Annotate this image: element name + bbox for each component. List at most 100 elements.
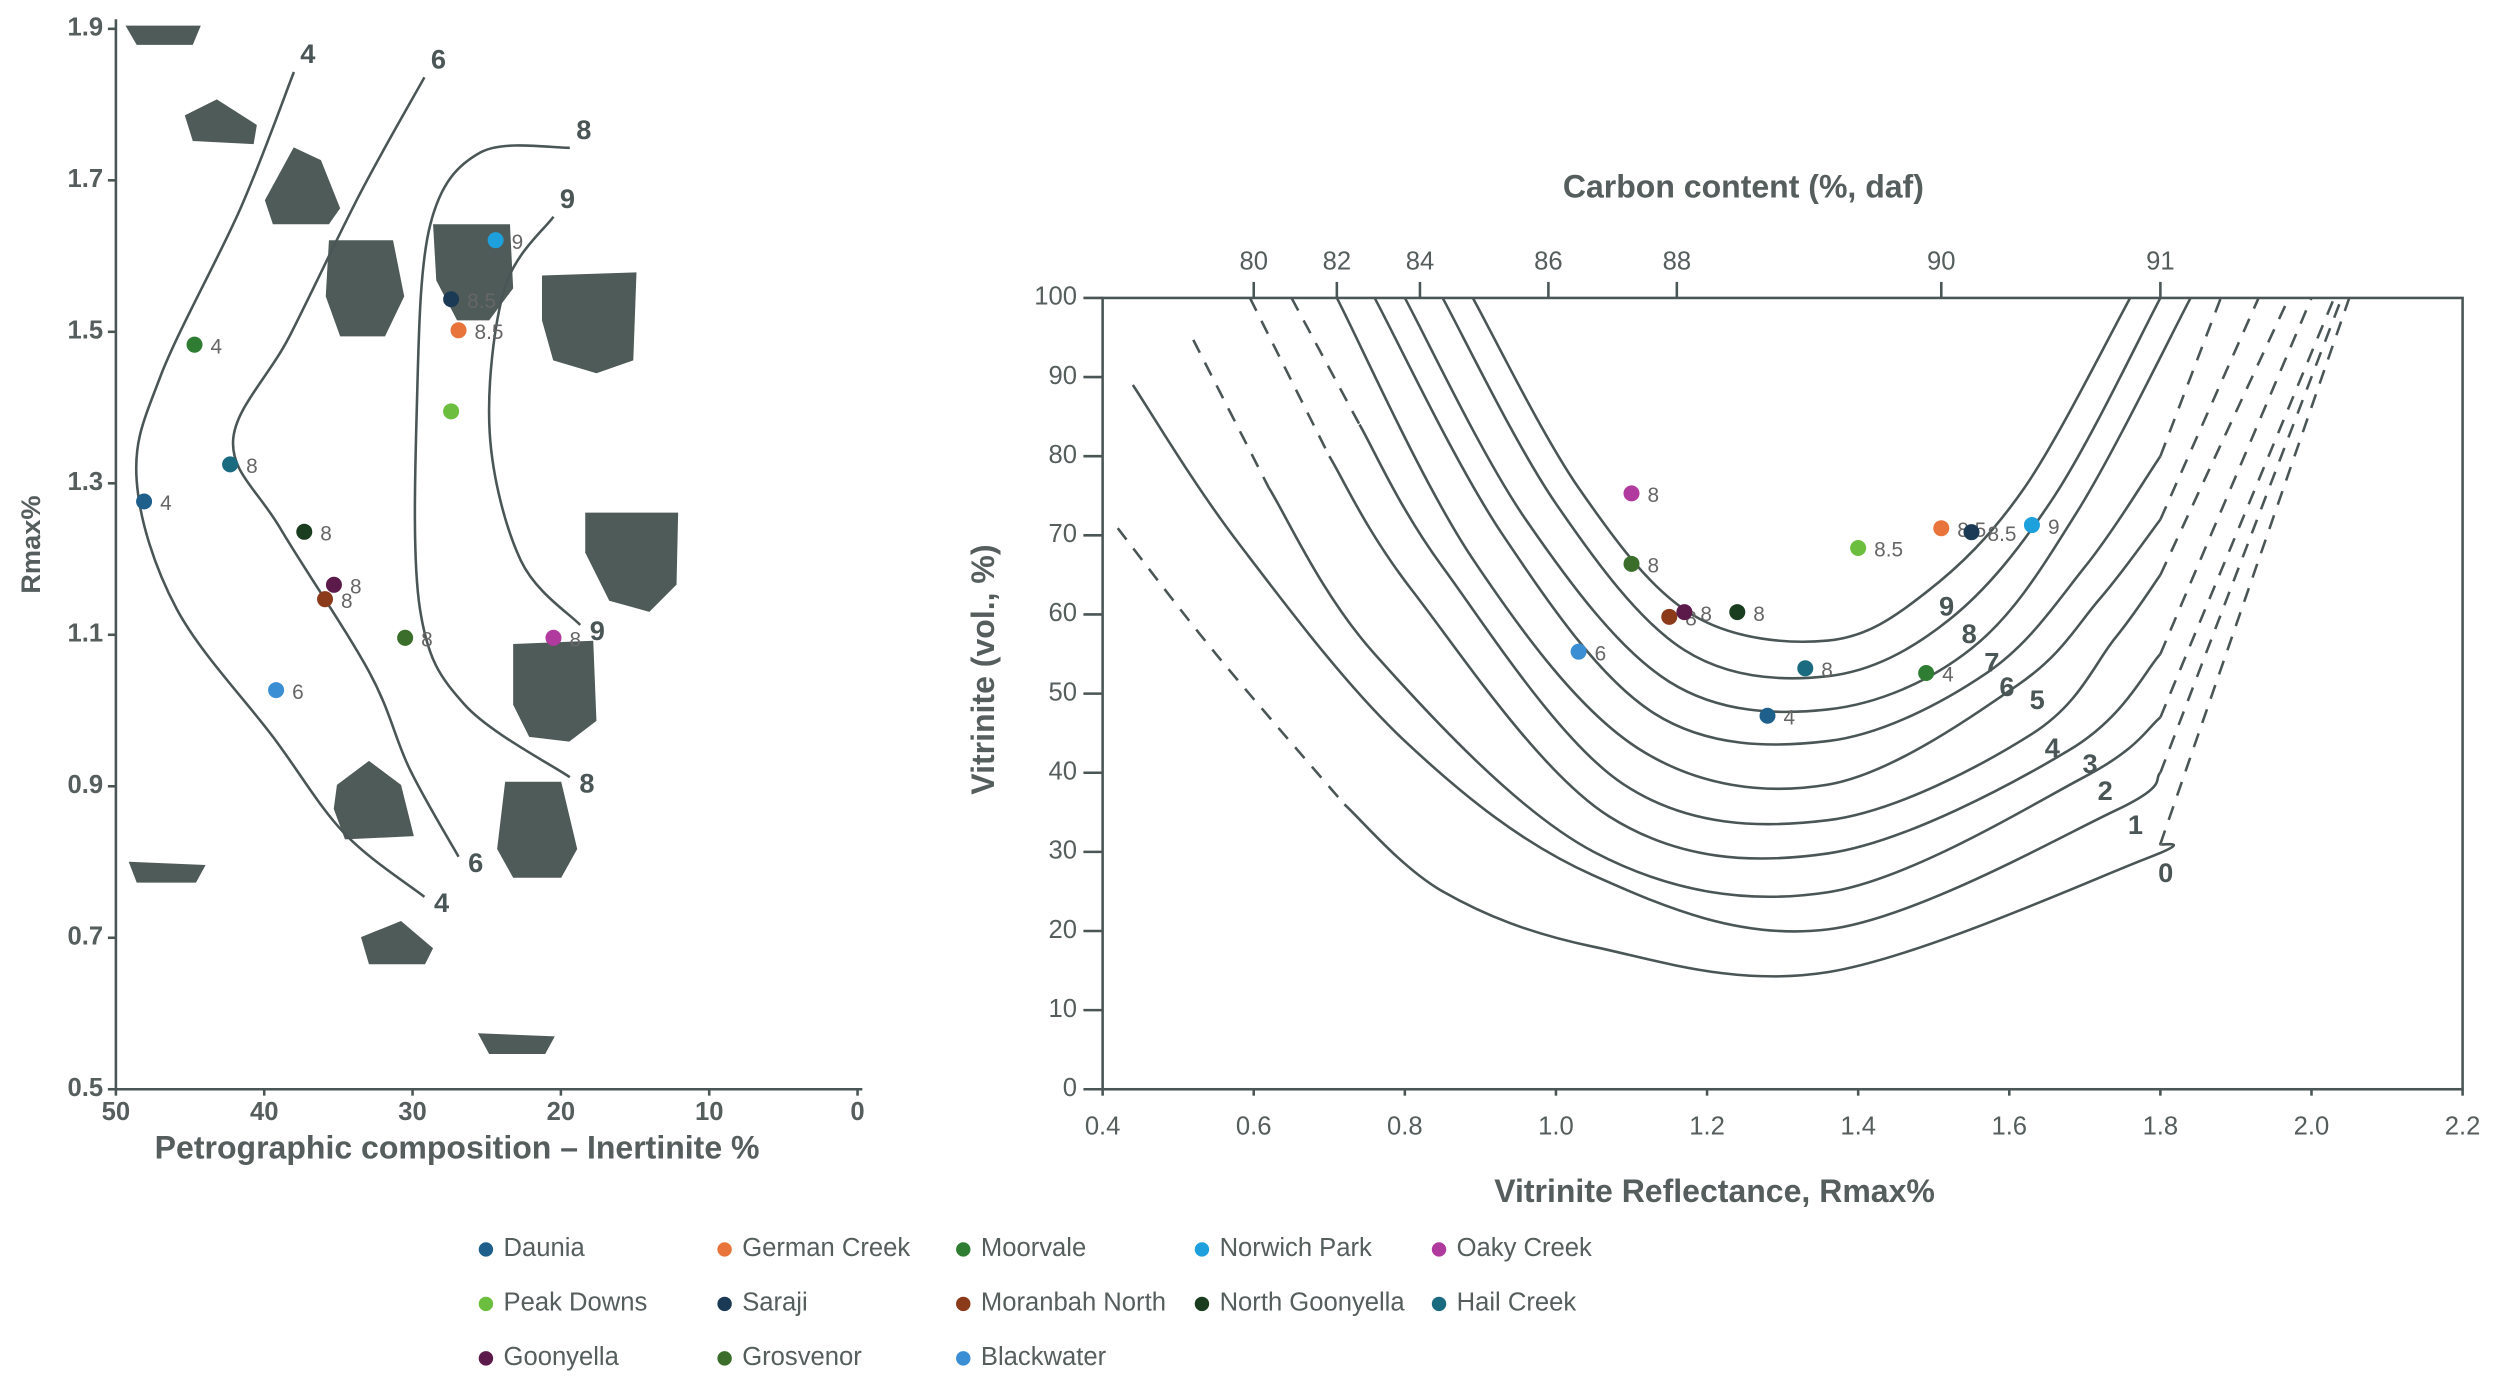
y-tick-label: 0.5: [67, 1074, 103, 1102]
contour-label: 8: [576, 114, 591, 145]
top-tick-label: 88: [1663, 247, 1692, 275]
contour-extension: [2159, 297, 2223, 457]
contour-line: [1358, 423, 2162, 826]
point-label: 8: [421, 629, 433, 652]
data-point: [443, 403, 460, 420]
contour-line: [134, 71, 426, 898]
data-point: [186, 336, 203, 353]
x-tick-label: 10: [695, 1098, 724, 1126]
legend-label: Blackwater: [981, 1343, 1107, 1371]
legend-marker: [1431, 1296, 1447, 1312]
data-point: [1850, 539, 1867, 557]
contour-label: 6: [468, 847, 483, 878]
legend-marker: [478, 1242, 494, 1257]
contour-label: 9: [1939, 591, 1954, 622]
contour-line: [413, 144, 571, 779]
y-tick-label: 1.9: [67, 14, 103, 42]
maceral-shape: [477, 1033, 555, 1055]
x-tick-label: 1.0: [1538, 1112, 1574, 1140]
x-tick-label: 0.4: [1085, 1112, 1121, 1140]
contour-label: 8: [579, 767, 594, 798]
contour-line: [1335, 297, 2162, 791]
legend-label: Daunia: [504, 1234, 586, 1262]
contour-extension: [2159, 297, 2313, 655]
data-point: [1933, 520, 1950, 537]
x-tick-label: 40: [250, 1098, 278, 1126]
data-point: [450, 322, 467, 339]
point-label: 6: [1595, 642, 1607, 665]
y-tick-label: 0: [1063, 1074, 1077, 1102]
data-point: [1797, 660, 1814, 677]
x-tick-label: 0.8: [1387, 1112, 1423, 1140]
point-label: 8.5: [1988, 523, 2017, 546]
data-point: [325, 576, 342, 593]
x-tick-label: 1.4: [1840, 1112, 1876, 1140]
legend-label: Moorvale: [981, 1234, 1086, 1262]
x-tick-label: 1.8: [2143, 1112, 2179, 1140]
x-tick-label: 2.2: [2445, 1112, 2481, 1140]
data-point: [1729, 604, 1746, 621]
y-tick-label: 0.7: [67, 923, 103, 951]
top-tick-label: 91: [2146, 247, 2175, 275]
point-label: 8: [1700, 603, 1712, 626]
contour-line: [1441, 297, 2162, 680]
contour-line: [1328, 455, 2162, 860]
data-point: [136, 493, 153, 510]
y-axis-title: Rmax%: [15, 495, 46, 593]
contour-label: 6: [431, 43, 446, 74]
point-label: 8: [1685, 608, 1697, 631]
legend-label: Goonyella: [504, 1343, 620, 1371]
maceral-shape: [325, 240, 405, 337]
data-point: [2023, 517, 2040, 534]
y-tick-label: 100: [1034, 283, 1077, 311]
point-label: 4: [1942, 664, 1954, 687]
legend-marker: [956, 1242, 971, 1257]
maceral-shapes: [125, 25, 679, 1055]
x-tick-label: 30: [398, 1098, 427, 1126]
legend-marker: [1194, 1242, 1210, 1257]
legend-label: Oaky Creek: [1457, 1234, 1592, 1262]
contour-label: 5: [2030, 684, 2045, 715]
y-tick-label: 50: [1049, 678, 1078, 706]
contour-line: [1343, 803, 2175, 978]
top-tick-label: 84: [1406, 247, 1435, 275]
legend-marker: [956, 1296, 971, 1312]
contour-label: 4: [434, 887, 449, 918]
x-tick-label: 0: [850, 1098, 864, 1126]
legend-marker: [717, 1351, 732, 1366]
data-point: [317, 591, 334, 608]
top-axis-title: Carbon content (%, daf): [1563, 168, 1924, 204]
data-point: [443, 291, 460, 308]
contour-label: 0: [2158, 857, 2173, 888]
legend-marker: [717, 1242, 732, 1257]
contour-extension: [2159, 297, 2290, 576]
contour-extension: [1290, 297, 1361, 426]
y-tick-label: 0.9: [67, 771, 103, 799]
y-tick-label: 1.3: [67, 468, 103, 496]
point-label: 8: [1821, 659, 1833, 682]
point-label: 8: [1648, 484, 1660, 507]
x-tick-label: 0.6: [1236, 1112, 1272, 1140]
y-tick-label: 20: [1049, 916, 1078, 944]
point-label: 8: [569, 629, 581, 652]
data-point: [1963, 524, 1980, 541]
data-point: [545, 629, 562, 646]
contour-line: [231, 76, 460, 858]
maceral-shape: [125, 25, 201, 45]
point-label: 4: [160, 492, 172, 515]
y-tick-label: 1.1: [67, 620, 103, 648]
point-label: 8: [1753, 603, 1765, 626]
maceral-shape: [333, 760, 414, 840]
legend-marker: [956, 1351, 971, 1366]
y-tick-label: 40: [1049, 757, 1078, 785]
y-tick-label: 60: [1049, 599, 1078, 627]
data-point: [268, 682, 285, 699]
maceral-shape: [360, 921, 434, 965]
point-label: 4: [1784, 706, 1796, 729]
data-point: [296, 523, 313, 540]
legend-marker: [478, 1296, 494, 1312]
legend-label: Peak Downs: [504, 1289, 648, 1317]
contour-label: 4: [300, 38, 315, 69]
